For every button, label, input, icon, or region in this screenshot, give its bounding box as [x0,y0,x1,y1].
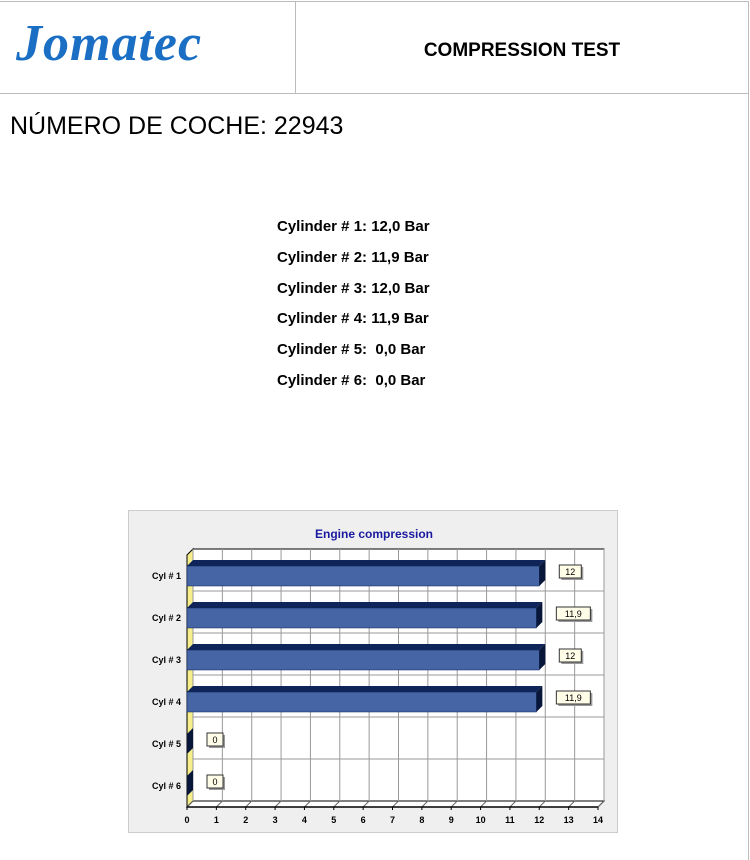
y-category-label: Cyl # 6 [152,781,181,791]
data-label-box [555,690,591,705]
gridline-floor [597,800,605,808]
bar-side-face [539,644,546,670]
bar [186,691,537,713]
result-cylinder-2: Cylinder # 2: 11,9 Bar [277,248,429,266]
data-label: 0 [212,735,217,745]
data-label: 11,9 [565,693,582,703]
gridline-floor [421,800,429,808]
data-label-box [206,732,224,747]
bar-side-face [539,560,546,586]
report-header: Jomatec COMPRESSION TEST [0,1,749,94]
x-tick-label: 7 [390,815,395,825]
x-tick-label: 14 [593,815,603,825]
x-tick-label: 2 [243,815,248,825]
jomatec-logo: Jomatec [16,15,203,72]
y-category-label: Cyl # 3 [152,655,181,665]
gridline-floor [392,800,399,808]
result-cylinder-4: Cylinder # 4: 11,9 Bar [277,310,429,328]
gridline-floor [304,800,311,808]
results-list: Cylinder # 1: 12,0 Bar Cylinder # 2: 11,… [277,218,430,403]
gridline-floor [216,800,223,808]
bar-top-face [187,602,543,608]
data-label: 11,9 [565,609,582,619]
report-title: COMPRESSION TEST [423,40,621,61]
bar [186,649,540,671]
gridline-floor [450,800,458,808]
gridline-floor [245,800,253,808]
chart-panel: Engine compression 0 1 2 3 4 5 6 7 8 9 10 11 12 13 14 Cy… [128,510,618,833]
bar [186,607,537,629]
result-cylinder-1: Cylinder # 1: 12,0 Bar [277,218,430,235]
car-number: NÚMERO DE COCHE: 22943 [10,112,344,140]
y-category-label: Cyl # 4 [152,697,181,707]
gridline-floor [568,800,575,808]
x-tick-label: 1 [214,815,219,825]
data-label: 0 [212,777,217,787]
bar-side-face [536,686,543,712]
gridline-floor [362,800,370,808]
gridline-floor [509,800,517,808]
x-tick-label: 3 [273,815,278,825]
x-tick-label: 11 [505,815,515,825]
bar [186,565,540,587]
bar-top-face [187,686,543,692]
x-tick-label: 12 [534,815,544,825]
result-cylinder-3: Cylinder # 3: 12,0 Bar [277,279,430,297]
result-cylinder-5: Cylinder # 5: 0,0 Bar [277,341,426,359]
gridline-floor [538,800,546,808]
bar-side-face [187,770,193,796]
y-category-label: Cyl # 1 [152,571,181,581]
bar-top-face [187,560,546,566]
data-label-box [558,564,582,579]
plot-left-wall [186,547,194,809]
data-label-box [206,774,224,789]
bar-top-face [187,644,546,650]
x-tick-label: 0 [184,815,189,825]
gridline-floor [274,800,282,808]
x-tick-label: 10 [476,815,486,825]
chart-title: Engine compression [315,527,433,541]
data-label-box [558,648,582,663]
page-border [748,92,749,860]
x-tick-label: 13 [564,815,574,825]
y-category-label: Cyl # 2 [152,613,181,623]
x-tick-label: 4 [302,815,307,825]
gridline-floor [186,800,194,808]
bar-side-face [536,602,543,628]
result-cylinder-6: Cylinder # 6: 0,0 Bar [277,371,426,389]
x-tick-label: 9 [449,815,454,825]
header-divider [295,2,296,93]
data-label: 12 [565,567,575,577]
gridline-floor [333,800,341,808]
y-category-label: Cyl # 5 [152,739,181,749]
bar-side-face [187,728,193,754]
data-label-box [555,606,591,621]
data-label: 12 [565,651,575,661]
x-tick-label: 8 [419,815,424,825]
x-tick-label: 5 [331,815,336,825]
x-tick-label: 6 [361,815,366,825]
gridline-floor [480,800,487,808]
